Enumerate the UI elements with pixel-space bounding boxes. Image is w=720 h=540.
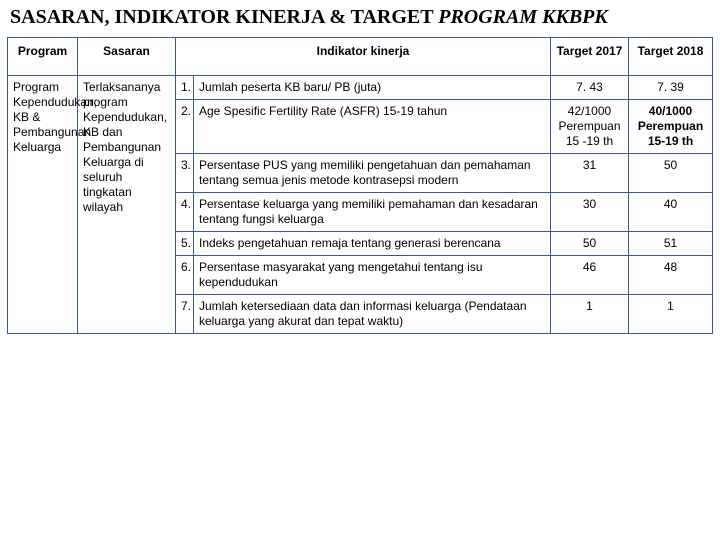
cell-row-number: 2. [176,100,194,154]
cell-target-2018: 7. 39 [629,76,713,100]
cell-target-2017: 7. 43 [551,76,629,100]
cell-target-2017-line: Perempuan [556,119,623,134]
cell-indikator: Jumlah ketersediaan data dan informasi k… [194,295,551,334]
cell-target-2017-line: 30 [556,197,623,212]
cell-target-2017: 1 [551,295,629,334]
cell-row-number: 7. [176,295,194,334]
cell-row-number: 3. [176,154,194,193]
th-indikator: Indikator kinerja [176,38,551,76]
cell-target-2017: 42/1000Perempuan15 -19 th [551,100,629,154]
title-plain: SASARAN, INDIKATOR KINERJA & TARGET [10,6,438,28]
cell-target-2017-line: 31 [556,158,623,173]
cell-indikator: Persentase PUS yang memiliki pengetahuan… [194,154,551,193]
cell-indikator: Persentase masyarakat yang mengetahui te… [194,256,551,295]
cell-target-2017: 50 [551,232,629,256]
cell-indikator: Jumlah peserta KB baru/ PB (juta) [194,76,551,100]
cell-target-2018: 48 [629,256,713,295]
page-title: SASARAN, INDIKATOR KINERJA & TARGET PROG… [10,6,710,29]
cell-target-2018: 40/1000Perempuan15-19 th [629,100,713,154]
th-sasaran: Sasaran [78,38,176,76]
cell-indikator: Age Spesific Fertility Rate (ASFR) 15-19… [194,100,551,154]
table-row: Program Kependudukan, KB & Pembangunan K… [8,76,713,100]
cell-target-2018: 50 [629,154,713,193]
cell-target-2018: 1 [629,295,713,334]
cell-target-2017-line: 50 [556,236,623,251]
title-bar: SASARAN, INDIKATOR KINERJA & TARGET PROG… [0,0,720,37]
title-italic: PROGRAM KKBPK [438,6,607,28]
cell-sasaran: Terlaksananya program Kependudukan, KB d… [78,76,176,334]
cell-target-2017-line: 7. 43 [556,80,623,95]
cell-row-number: 5. [176,232,194,256]
cell-target-2018-line: 1 [634,299,707,314]
cell-row-number: 6. [176,256,194,295]
cell-indikator: Persentase keluarga yang memiliki pemaha… [194,193,551,232]
cell-target-2017-line: 46 [556,260,623,275]
cell-program: Program Kependudukan, KB & Pembangunan K… [8,76,78,334]
cell-row-number: 4. [176,193,194,232]
cell-target-2017: 46 [551,256,629,295]
cell-target-2018-line: 40 [634,197,707,212]
cell-target-2018: 51 [629,232,713,256]
cell-row-number: 1. [176,76,194,100]
cell-target-2018-line: Perempuan [634,119,707,134]
cell-indikator: Indeks pengetahuan remaja tentang genera… [194,232,551,256]
cell-target-2017-line: 1 [556,299,623,314]
cell-target-2018-line: 7. 39 [634,80,707,95]
cell-target-2017: 30 [551,193,629,232]
cell-target-2017-line: 42/1000 [556,104,623,119]
table-header-row: Program Sasaran Indikator kinerja Target… [8,38,713,76]
cell-target-2017: 31 [551,154,629,193]
cell-target-2018: 40 [629,193,713,232]
cell-target-2018-line: 50 [634,158,707,173]
th-program: Program [8,38,78,76]
cell-target-2018-line: 51 [634,236,707,251]
table-body: Program Kependudukan, KB & Pembangunan K… [8,76,713,334]
cell-target-2018-line: 15-19 th [634,134,707,149]
cell-target-2017-line: 15 -19 th [556,134,623,149]
th-target-2017: Target 2017 [551,38,629,76]
cell-target-2018-line: 40/1000 [634,104,707,119]
cell-target-2018-line: 48 [634,260,707,275]
indicator-table: Program Sasaran Indikator kinerja Target… [7,37,713,334]
th-target-2018: Target 2018 [629,38,713,76]
